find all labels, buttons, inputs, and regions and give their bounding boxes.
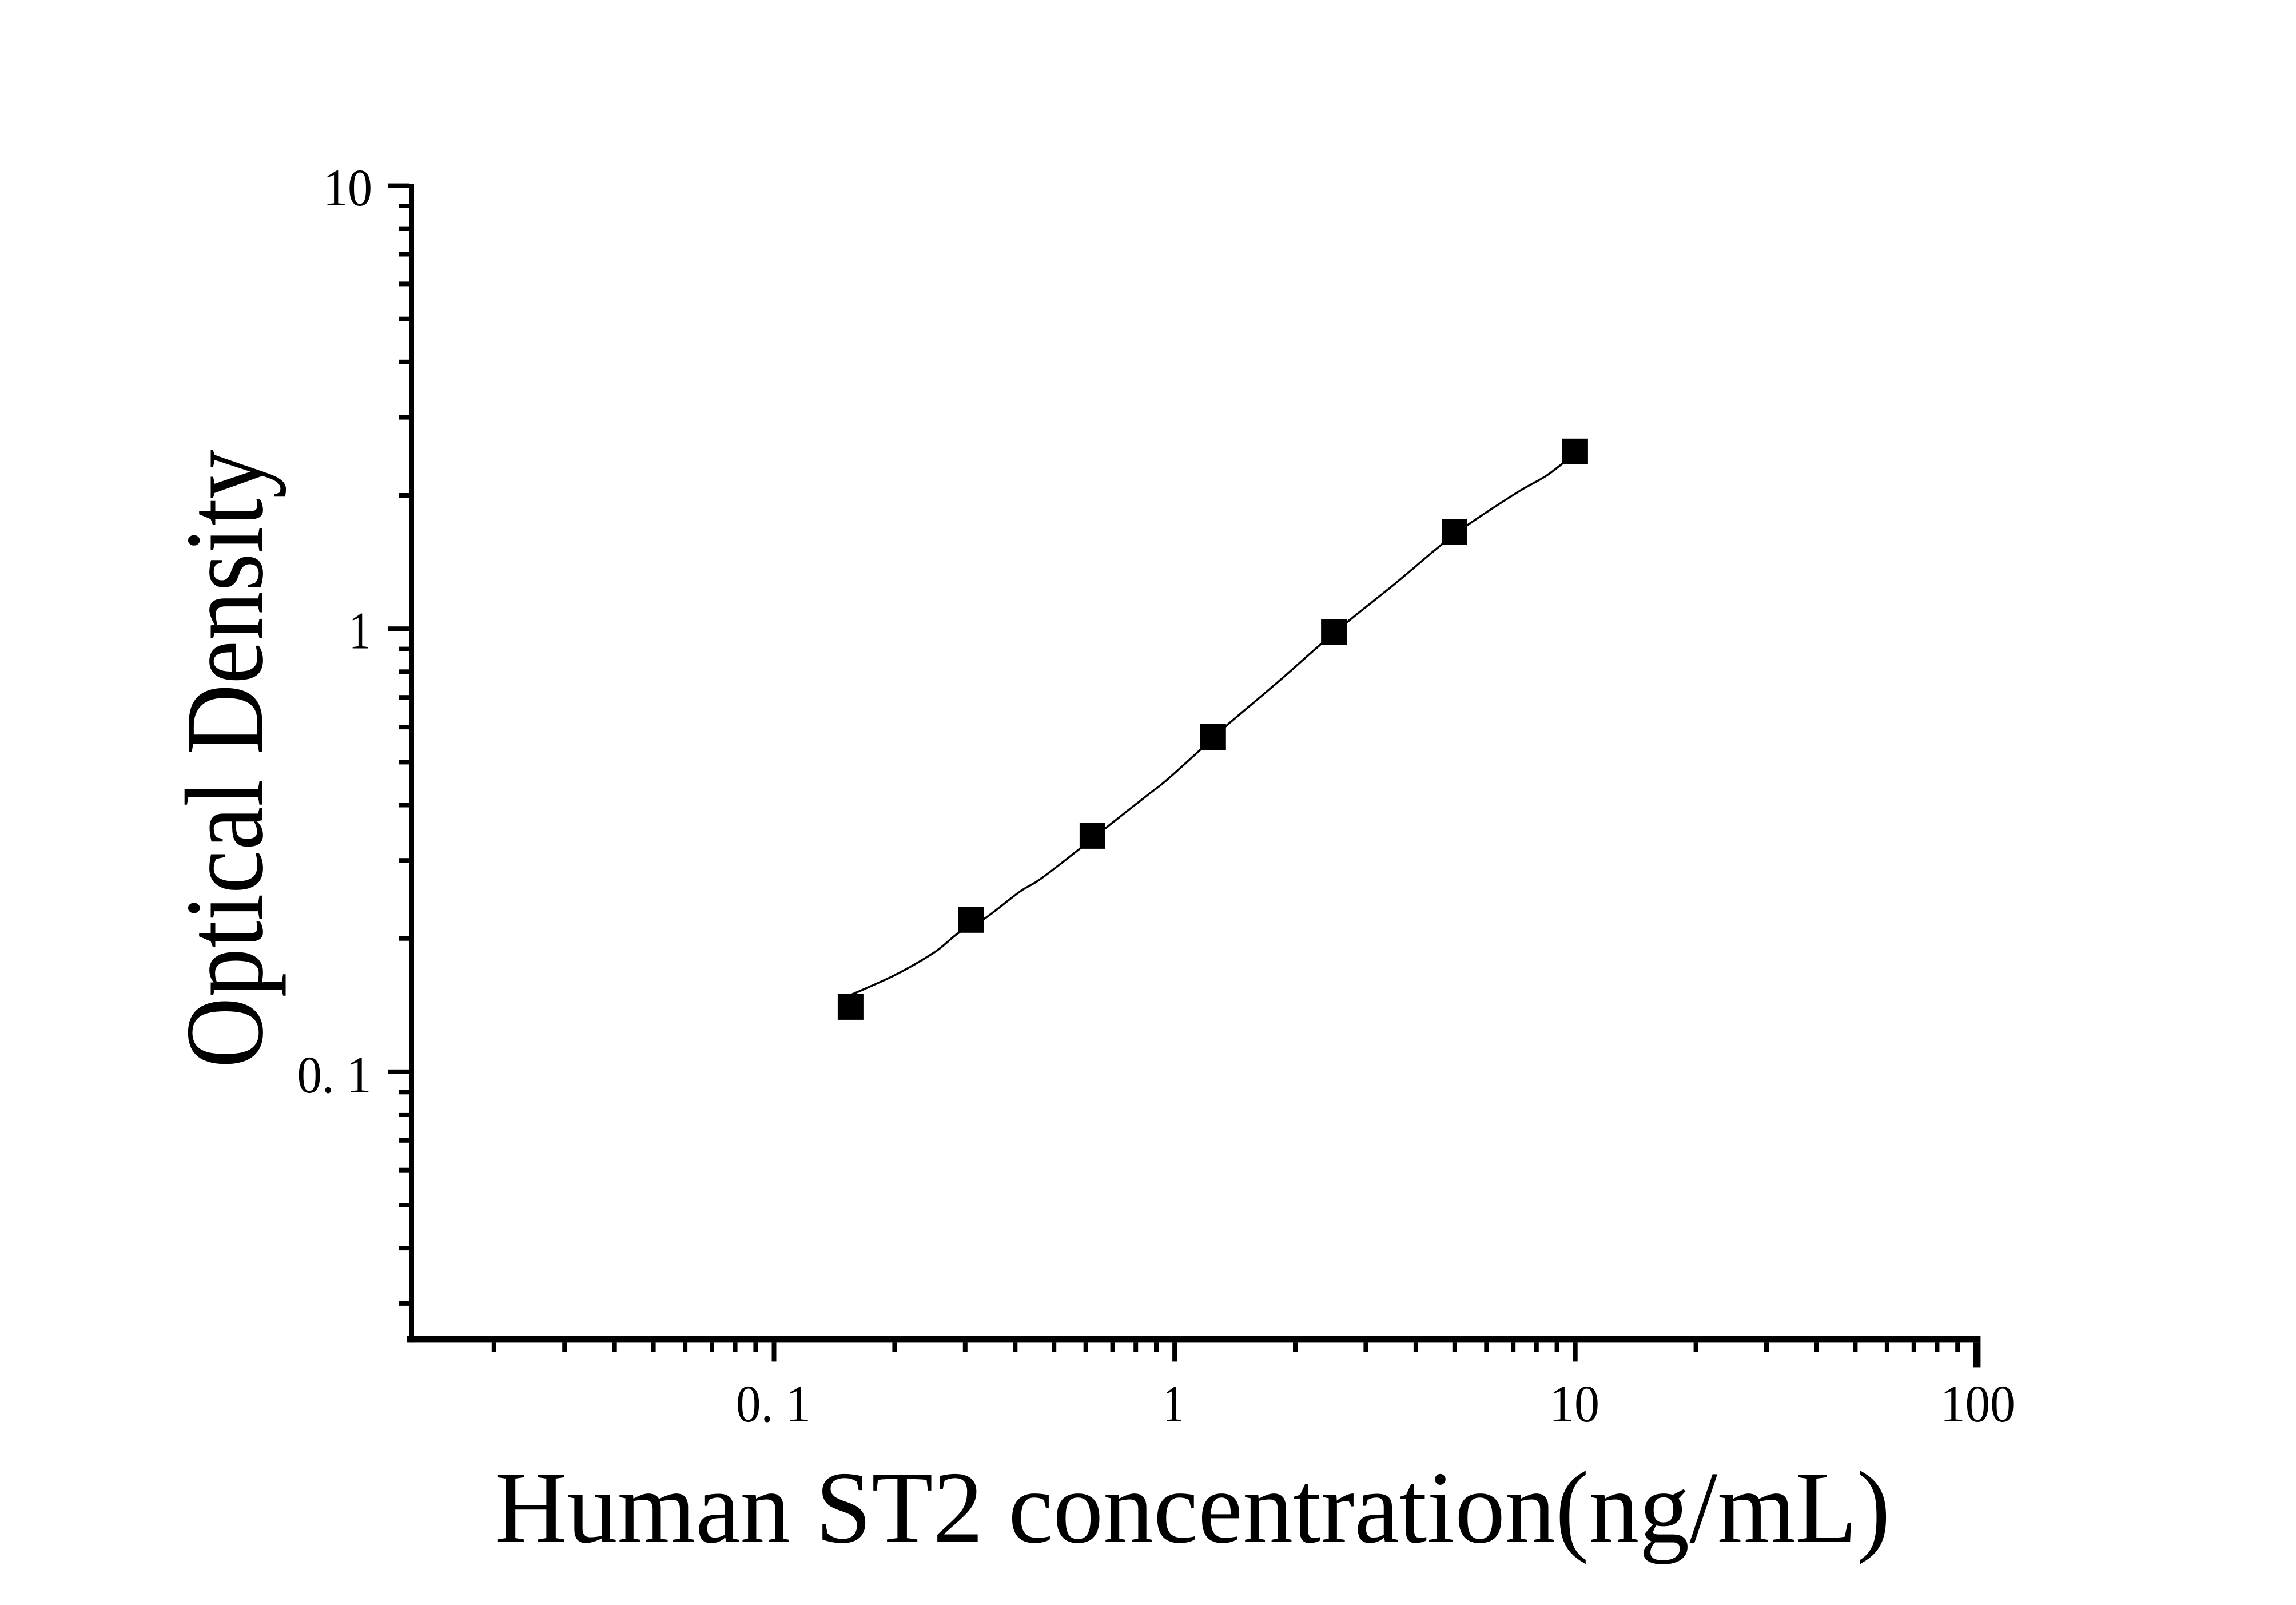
svg-text:100: 100 (1940, 1374, 2015, 1433)
svg-text:10: 10 (1549, 1374, 1599, 1433)
svg-text:0. 1: 0. 1 (297, 1046, 372, 1104)
svg-text:1: 1 (1163, 1374, 1184, 1433)
svg-text:Human ST2 concentration(ng/mL): Human ST2 concentration(ng/mL) (495, 1451, 1891, 1564)
svg-text:Optical Density: Optical Density (163, 450, 286, 1068)
svg-text:1: 1 (349, 602, 371, 660)
svg-text:10: 10 (323, 158, 372, 217)
svg-text:0. 1: 0. 1 (736, 1374, 811, 1433)
